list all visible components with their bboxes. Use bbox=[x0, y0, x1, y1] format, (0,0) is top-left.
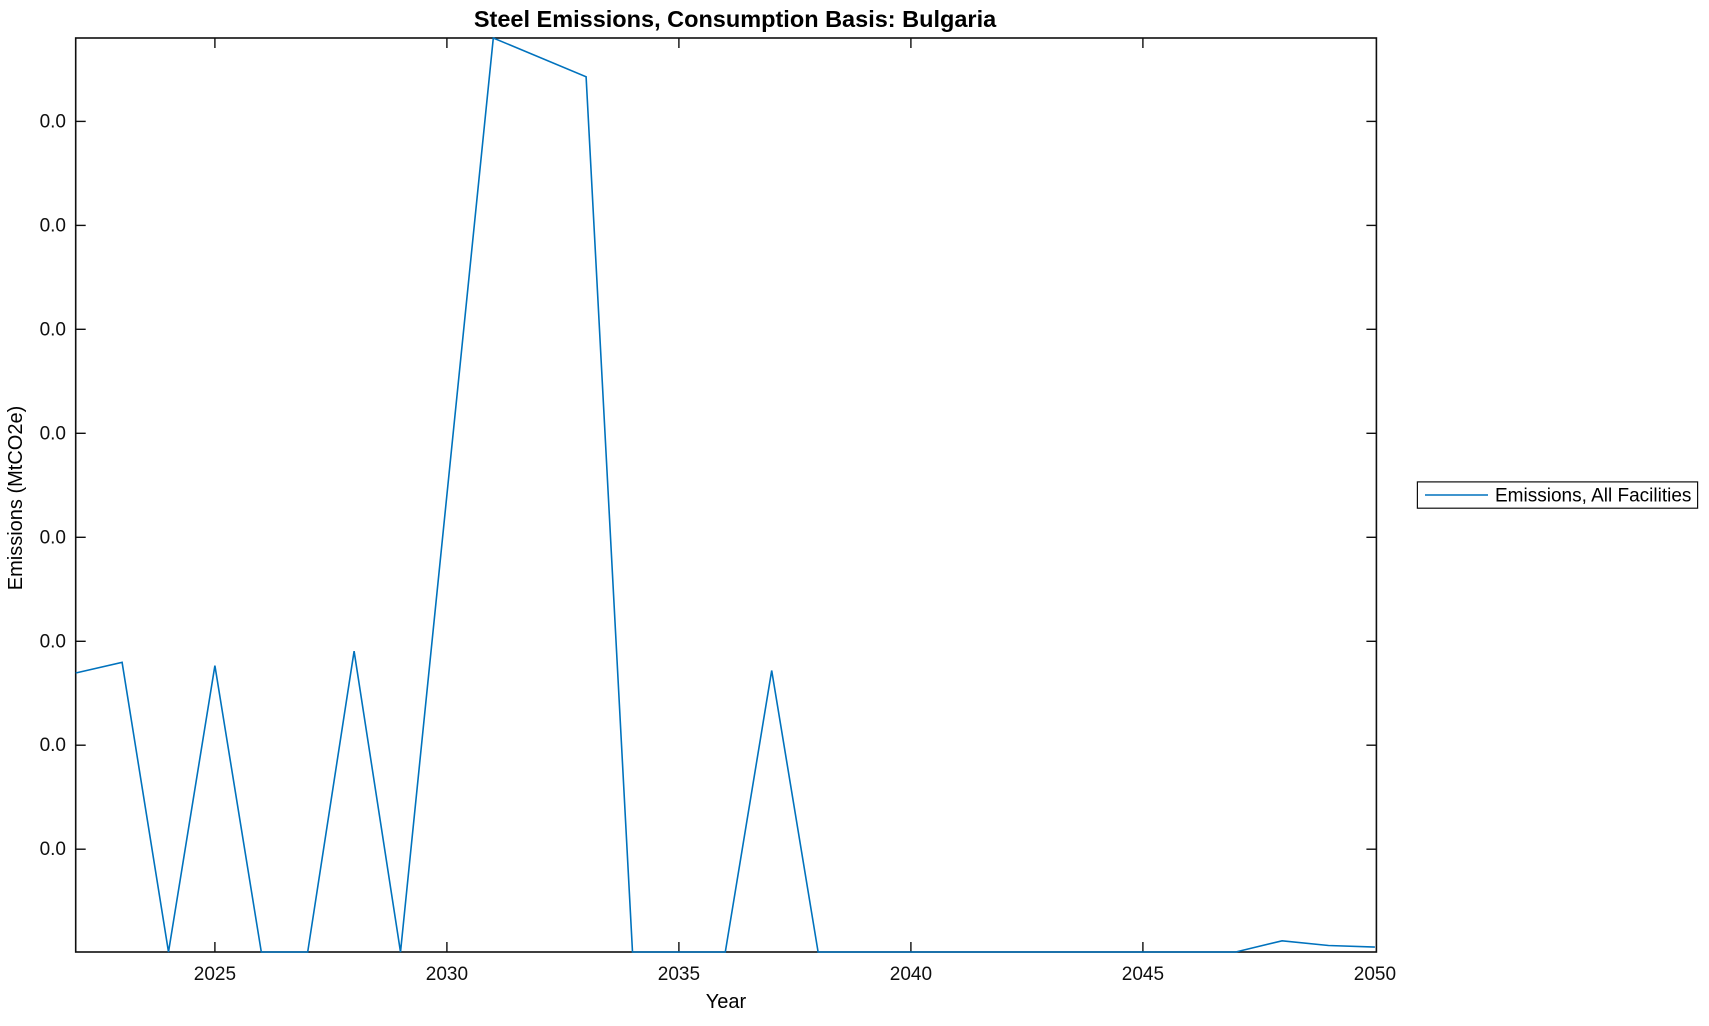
svg-text:2025: 2025 bbox=[194, 964, 236, 985]
svg-text:Steel Emissions, Consumption B: Steel Emissions, Consumption Basis: Bulg… bbox=[474, 6, 997, 32]
svg-text:2030: 2030 bbox=[426, 964, 468, 985]
svg-text:2040: 2040 bbox=[890, 964, 932, 985]
svg-text:2045: 2045 bbox=[1122, 964, 1164, 985]
svg-text:0.0: 0.0 bbox=[40, 319, 66, 340]
svg-text:Emissions, All Facilities: Emissions, All Facilities bbox=[1495, 486, 1691, 507]
svg-text:2050: 2050 bbox=[1354, 964, 1396, 985]
svg-text:0.0: 0.0 bbox=[40, 735, 66, 756]
svg-text:0.0: 0.0 bbox=[40, 839, 66, 860]
svg-text:2035: 2035 bbox=[658, 964, 700, 985]
svg-text:0.0: 0.0 bbox=[40, 527, 66, 548]
svg-text:0.0: 0.0 bbox=[40, 215, 66, 236]
svg-text:0.0: 0.0 bbox=[40, 423, 66, 444]
svg-text:Year: Year bbox=[706, 991, 747, 1013]
svg-text:0.0: 0.0 bbox=[40, 631, 66, 652]
svg-text:0.0: 0.0 bbox=[40, 111, 66, 132]
svg-text:Emissions (MtCO2e): Emissions (MtCO2e) bbox=[5, 406, 27, 590]
